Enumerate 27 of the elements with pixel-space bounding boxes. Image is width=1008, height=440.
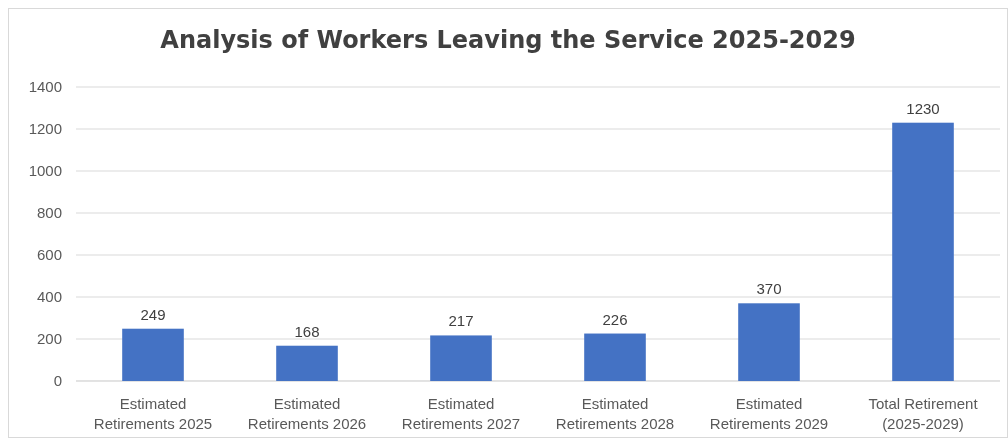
y-tick-label: 1000 (28, 162, 62, 180)
bar (276, 345, 338, 381)
y-tick-label: 0 (53, 372, 62, 390)
y-tick-label: 800 (36, 204, 62, 222)
bar (122, 328, 184, 381)
bar (584, 333, 646, 381)
x-tick-label: Estimated Retirements 2025 (93, 395, 213, 432)
y-tick-label: 200 (36, 330, 62, 348)
bar (738, 303, 800, 381)
x-tick-label: Estimated Retirements 2026 (247, 395, 367, 432)
x-tick-label: Total Retirement (2025-2029) (868, 395, 979, 432)
data-label: 226 (602, 310, 628, 328)
bar (892, 122, 954, 381)
x-tick-label: Estimated Retirements 2028 (555, 395, 675, 432)
data-label: 168 (294, 322, 320, 340)
data-label: 370 (756, 280, 782, 298)
chart-title: Analysis of Workers Leaving the Service 2025-2029 (160, 26, 856, 54)
x-tick-label: Estimated Retirements 2029 (709, 395, 829, 432)
bar (430, 335, 492, 381)
data-label: 217 (448, 312, 474, 330)
data-label: 1230 (906, 99, 940, 117)
x-tick-label: Estimated Retirements 2027 (401, 395, 521, 432)
y-tick-label: 1200 (28, 120, 62, 138)
y-tick-label: 600 (36, 246, 62, 264)
data-label: 249 (140, 305, 166, 323)
y-tick-label: 400 (36, 288, 62, 306)
y-tick-label: 1400 (28, 78, 62, 96)
